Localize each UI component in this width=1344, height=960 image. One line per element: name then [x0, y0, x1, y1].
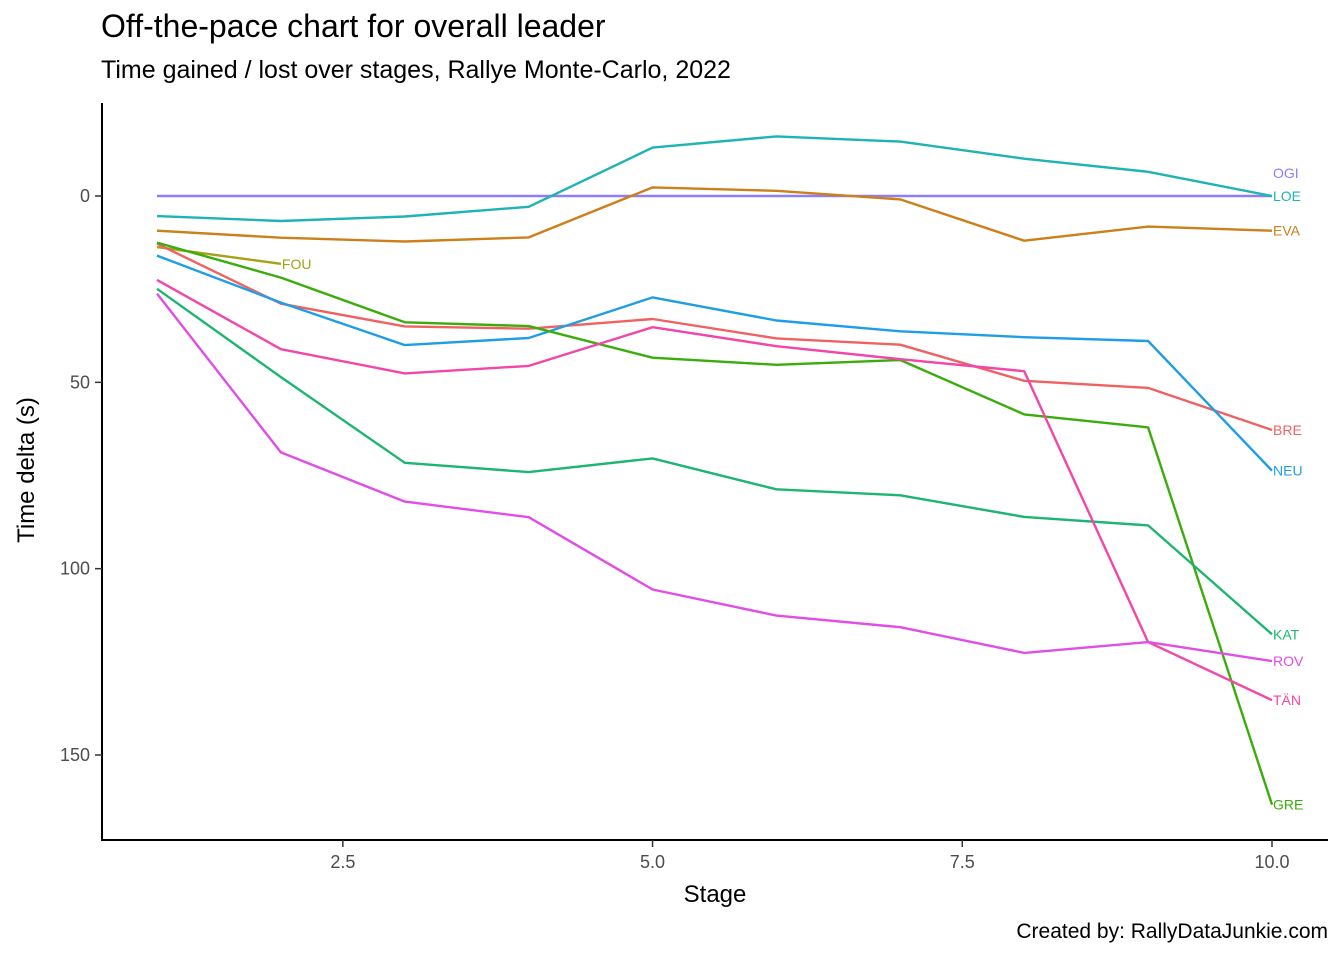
series-line-loe	[156, 135, 1273, 223]
series-line-eva	[156, 186, 1273, 243]
x-tick-label: 2.5	[330, 852, 355, 872]
series-line-rov	[156, 292, 1273, 663]
end-label-eva: EVA	[1273, 223, 1301, 239]
end-labels-layer: OGI LOE EVA FOU BRE NEU GRE KAT TÄN ROV	[282, 165, 1304, 813]
series-layer	[156, 135, 1274, 805]
chart-title: Off-the-pace chart for overall leader	[101, 8, 606, 44]
end-label-gre: GRE	[1273, 797, 1303, 813]
y-axis-title: Time delta (s)	[13, 397, 40, 543]
x-axis-ticks: 2.5 5.0 7.5 10.0	[330, 840, 1290, 872]
series-line-bre	[156, 242, 1273, 432]
y-tick-label: 50	[70, 372, 90, 392]
series-line-neu	[156, 254, 1273, 472]
x-tick-label: 10.0	[1254, 852, 1289, 872]
y-tick-label: 150	[60, 745, 90, 765]
end-label-loe: LOE	[1273, 188, 1301, 204]
end-label-neu: NEU	[1273, 463, 1303, 479]
y-axis-ticks: 0 50 100 150	[60, 186, 102, 765]
chart-subtitle: Time gained / lost over stages, Rallye M…	[101, 56, 731, 84]
y-tick-label: 0	[80, 186, 90, 206]
series-line-gre	[156, 241, 1274, 805]
chart-caption: Created by: RallyDataJunkie.com	[1016, 920, 1328, 943]
end-label-ogi: OGI	[1273, 165, 1299, 181]
end-label-fou: FOU	[282, 256, 312, 272]
series-line-kat	[156, 287, 1273, 636]
series-line-tän	[156, 278, 1273, 702]
x-tick-label: 7.5	[950, 852, 975, 872]
end-label-tän: TÄN	[1273, 692, 1301, 708]
y-tick-label: 100	[60, 559, 90, 579]
end-label-kat: KAT	[1273, 626, 1300, 642]
x-axis-title: Stage	[684, 881, 747, 908]
end-label-bre: BRE	[1273, 422, 1302, 438]
x-tick-label: 5.0	[640, 852, 665, 872]
series-line-fou	[156, 245, 282, 265]
end-label-rov: ROV	[1273, 653, 1304, 669]
